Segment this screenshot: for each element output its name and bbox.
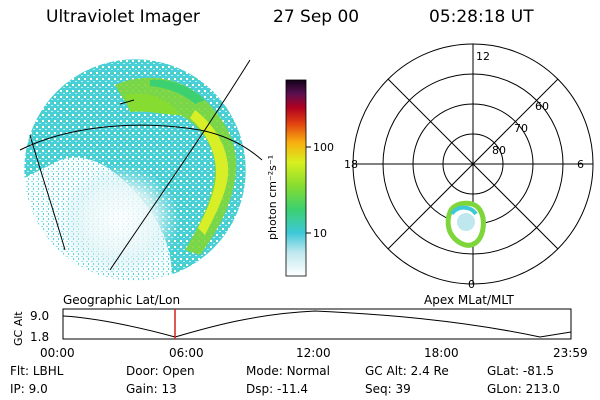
pole-mark xyxy=(119,99,135,105)
footer-dsp-value: -11.4 xyxy=(276,382,309,396)
lat-label-80: 80 xyxy=(492,144,506,157)
footer-glon-value: 213.0 xyxy=(525,382,560,396)
footer-ip: IP: 9.0 xyxy=(10,382,48,396)
longitude-line xyxy=(109,59,251,271)
footer-door-label: Door: xyxy=(126,364,159,378)
longitude-line xyxy=(29,134,66,251)
mlt-label-18: 18 xyxy=(344,158,358,171)
footer-door: Door: Open xyxy=(126,364,195,378)
altitude-curve xyxy=(62,310,572,338)
footer-glon-label: GLon: xyxy=(487,382,522,396)
footer-glat-value: -81.5 xyxy=(522,364,554,378)
footer-gain-value: 13 xyxy=(161,382,177,396)
footer-flt-label: Flt: xyxy=(10,364,29,378)
footer-gcalt-label: GC Alt: xyxy=(365,364,407,378)
strip-y-tick: 1.8 xyxy=(30,330,49,344)
footer-ip-value: 9.0 xyxy=(28,382,48,396)
footer-mode-value: Normal xyxy=(286,364,330,378)
strip-axis-label: GC Alt xyxy=(12,311,25,346)
strip-x-tick: 18:00 xyxy=(424,346,459,360)
disk-outline xyxy=(23,58,247,282)
apex-label: Apex MLat/MLT xyxy=(424,293,514,307)
strip-y-tick: 9.0 xyxy=(30,309,49,323)
app-title: Ultraviolet Imager xyxy=(46,7,200,27)
polar-diagonal xyxy=(387,78,559,250)
footer-glat: GLat: -81.5 xyxy=(487,364,554,378)
colorbar-ramp xyxy=(285,79,307,277)
mlt-label-6: 6 xyxy=(577,158,584,171)
strip-frame xyxy=(62,308,572,340)
footer-gcalt-value: 2.4 Re xyxy=(410,364,449,378)
strip-x-tick: 23:59 xyxy=(553,346,588,360)
header-time: 05:28:18 UT xyxy=(429,7,534,27)
footer-gcalt: GC Alt: 2.4 Re xyxy=(365,364,449,378)
footer-seq-value: 39 xyxy=(395,382,411,396)
footer-flt: Flt: LBHL xyxy=(10,364,63,378)
lat-label-60: 60 xyxy=(535,100,549,113)
auroral-image xyxy=(24,59,246,281)
strip-x-tick: 00:00 xyxy=(40,346,75,360)
footer-door-value: Open xyxy=(162,364,195,378)
header-date: 27 Sep 00 xyxy=(273,7,360,27)
latitude-line xyxy=(19,124,263,161)
footer-mode: Mode: Normal xyxy=(246,364,330,378)
polar-aurora-oval xyxy=(445,200,486,248)
footer-glat-label: GLat: xyxy=(487,364,520,378)
footer-flt-value: LBHL xyxy=(32,364,64,378)
mlt-label-0: 0 xyxy=(468,278,475,291)
colorbar-tick-label: 10 xyxy=(313,227,327,240)
colorbar-tick-label: 100 xyxy=(313,141,334,154)
footer-dsp: Dsp: -11.4 xyxy=(246,382,308,396)
footer-glon: GLon: 213.0 xyxy=(487,382,560,396)
strip-x-tick: 06:00 xyxy=(169,346,204,360)
footer-dsp-label: Dsp: xyxy=(246,382,274,396)
colorbar-unit-label: photon cm⁻²s⁻¹ xyxy=(266,155,279,240)
footer-seq: Seq: 39 xyxy=(365,382,411,396)
lat-label-70: 70 xyxy=(514,122,528,135)
strip-x-tick: 12:00 xyxy=(296,346,331,360)
mlt-label-12: 12 xyxy=(476,50,490,63)
footer-gain-label: Gain: xyxy=(126,382,158,396)
footer-gain: Gain: 13 xyxy=(126,382,177,396)
footer-seq-label: Seq: xyxy=(365,382,392,396)
footer-ip-label: IP: xyxy=(10,382,25,396)
footer-mode-label: Mode: xyxy=(246,364,283,378)
geographic-label: Geographic Lat/Lon xyxy=(63,293,181,307)
